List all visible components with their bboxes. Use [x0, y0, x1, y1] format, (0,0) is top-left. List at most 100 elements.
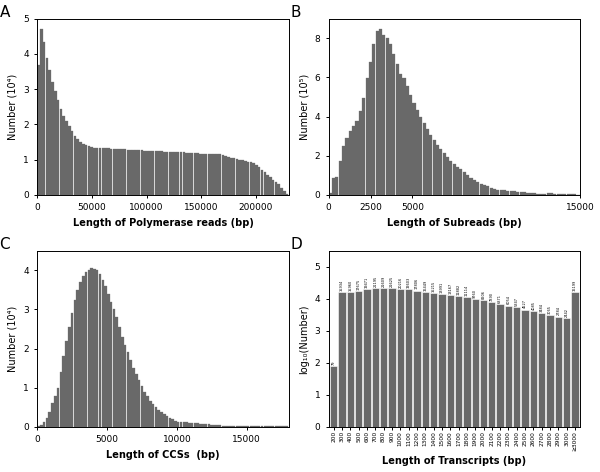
Bar — [82, 276, 85, 427]
Text: 13167: 13167 — [448, 282, 452, 294]
Text: 3065: 3065 — [548, 305, 552, 314]
Bar — [54, 91, 56, 195]
Bar — [238, 160, 241, 195]
Bar — [163, 414, 166, 427]
Bar — [172, 152, 174, 195]
Bar — [157, 152, 160, 195]
Bar — [99, 274, 101, 427]
Bar — [107, 294, 110, 427]
Bar — [536, 194, 539, 195]
Text: 9760: 9760 — [473, 289, 477, 298]
Bar — [266, 175, 269, 195]
Bar — [479, 184, 482, 195]
Bar — [68, 327, 71, 427]
Bar — [166, 152, 169, 195]
Bar — [115, 149, 118, 195]
Text: 6871: 6871 — [498, 294, 502, 303]
Bar — [155, 407, 157, 427]
Bar — [566, 194, 570, 195]
Bar — [453, 164, 456, 195]
Bar — [403, 78, 406, 195]
Text: 11882: 11882 — [457, 284, 461, 295]
Bar — [185, 152, 188, 195]
Bar — [37, 426, 40, 427]
Bar — [127, 150, 129, 195]
Bar — [196, 423, 199, 427]
Bar — [107, 148, 110, 195]
Bar — [547, 194, 550, 195]
Text: 2784: 2784 — [556, 306, 560, 315]
Bar — [196, 153, 199, 195]
Bar — [182, 152, 185, 195]
Bar — [43, 42, 46, 195]
Bar — [455, 296, 462, 427]
Bar — [146, 151, 149, 195]
Text: 19603: 19603 — [407, 277, 410, 288]
Y-axis label: Number (10⁴): Number (10⁴) — [8, 306, 17, 372]
Bar — [194, 153, 196, 195]
Bar — [166, 416, 169, 427]
Bar — [99, 148, 101, 195]
Bar — [456, 167, 459, 195]
Bar — [382, 35, 385, 195]
Text: A: A — [0, 5, 10, 20]
Bar — [283, 191, 286, 195]
Bar — [163, 152, 166, 195]
Bar — [486, 186, 490, 195]
Bar — [280, 188, 283, 195]
Bar — [40, 425, 43, 427]
Bar — [213, 154, 216, 195]
Bar — [230, 158, 233, 195]
Bar — [379, 29, 382, 195]
Bar — [85, 272, 88, 427]
Bar — [503, 190, 506, 195]
Bar — [130, 360, 132, 427]
Bar — [76, 290, 79, 427]
Bar — [496, 190, 499, 195]
Bar — [449, 160, 452, 195]
Bar — [149, 401, 152, 427]
Bar — [152, 151, 154, 195]
Bar — [49, 70, 51, 195]
Text: 79: 79 — [332, 360, 335, 365]
Bar — [221, 155, 224, 195]
Bar — [110, 302, 112, 427]
Bar — [230, 426, 233, 427]
Bar — [149, 151, 152, 195]
Bar — [550, 194, 553, 195]
Bar — [329, 193, 332, 195]
Bar — [352, 126, 355, 195]
Bar — [429, 135, 433, 195]
Bar — [555, 317, 562, 427]
Bar — [227, 157, 230, 195]
Text: 15960: 15960 — [349, 280, 352, 291]
Bar — [191, 423, 193, 427]
X-axis label: Length of CCSs  (bp): Length of CCSs (bp) — [106, 450, 220, 460]
Bar — [59, 372, 62, 427]
Bar — [104, 286, 107, 427]
Text: B: B — [291, 5, 301, 20]
Bar — [57, 100, 59, 195]
Bar — [65, 121, 68, 195]
Bar — [476, 182, 479, 195]
Bar — [130, 150, 132, 195]
Bar — [371, 288, 379, 427]
Text: 6054: 6054 — [506, 295, 511, 304]
Bar — [182, 422, 185, 427]
Text: 19471: 19471 — [365, 277, 369, 288]
Bar — [466, 175, 469, 195]
Bar — [359, 111, 362, 195]
Bar — [258, 168, 260, 195]
Bar — [335, 177, 338, 195]
Bar — [557, 194, 560, 195]
Bar — [177, 422, 179, 427]
Bar — [397, 289, 404, 427]
Bar — [362, 98, 365, 195]
Bar — [93, 269, 95, 427]
Bar — [416, 110, 419, 195]
Bar — [372, 44, 376, 195]
Bar — [247, 162, 250, 195]
Bar — [213, 425, 216, 427]
Bar — [132, 150, 135, 195]
Bar — [347, 292, 354, 427]
